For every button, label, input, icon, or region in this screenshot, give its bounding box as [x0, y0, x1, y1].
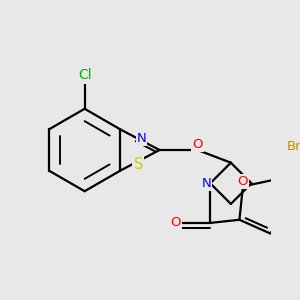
Text: O: O	[238, 175, 248, 188]
Text: O: O	[170, 216, 181, 230]
Text: Br: Br	[287, 140, 300, 153]
Text: N: N	[136, 132, 146, 145]
Text: Cl: Cl	[78, 68, 92, 83]
Text: N: N	[201, 177, 211, 190]
Text: O: O	[192, 138, 203, 151]
Text: S: S	[134, 157, 143, 172]
